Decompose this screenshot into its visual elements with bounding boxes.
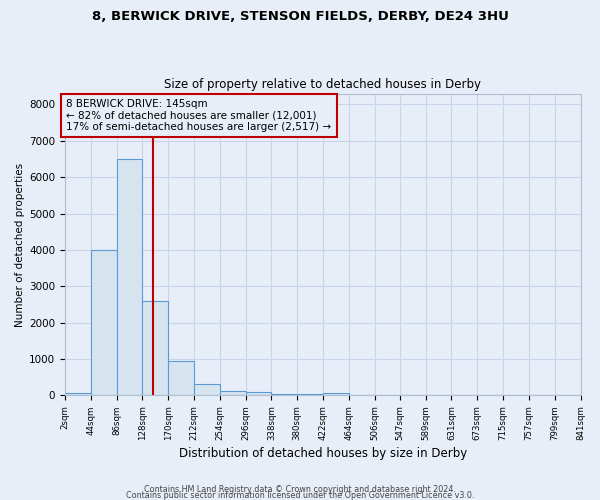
Bar (271, 394, 297, 396)
Bar (220, 391, 245, 396)
Text: 8 BERWICK DRIVE: 145sqm
← 82% of detached houses are smaller (12,001)
17% of sem: 8 BERWICK DRIVE: 145sqm ← 82% of detache… (66, 99, 331, 132)
Text: 8, BERWICK DRIVE, STENSON FIELDS, DERBY, DE24 3HU: 8, BERWICK DRIVE, STENSON FIELDS, DERBY,… (92, 10, 508, 23)
Bar (116, 159, 142, 396)
Bar (65, 392, 91, 396)
Text: Contains public sector information licensed under the Open Government Licence v3: Contains public sector information licen… (126, 490, 474, 500)
Bar (245, 392, 271, 396)
Bar (194, 384, 220, 396)
Bar (297, 394, 323, 396)
Bar (168, 360, 194, 396)
Title: Size of property relative to detached houses in Derby: Size of property relative to detached ho… (164, 78, 481, 91)
Y-axis label: Number of detached properties: Number of detached properties (15, 162, 25, 326)
Text: Contains HM Land Registry data © Crown copyright and database right 2024.: Contains HM Land Registry data © Crown c… (144, 484, 456, 494)
X-axis label: Distribution of detached houses by size in Derby: Distribution of detached houses by size … (179, 447, 467, 460)
Bar (323, 394, 349, 396)
Bar (91, 250, 116, 396)
Bar (142, 301, 168, 396)
